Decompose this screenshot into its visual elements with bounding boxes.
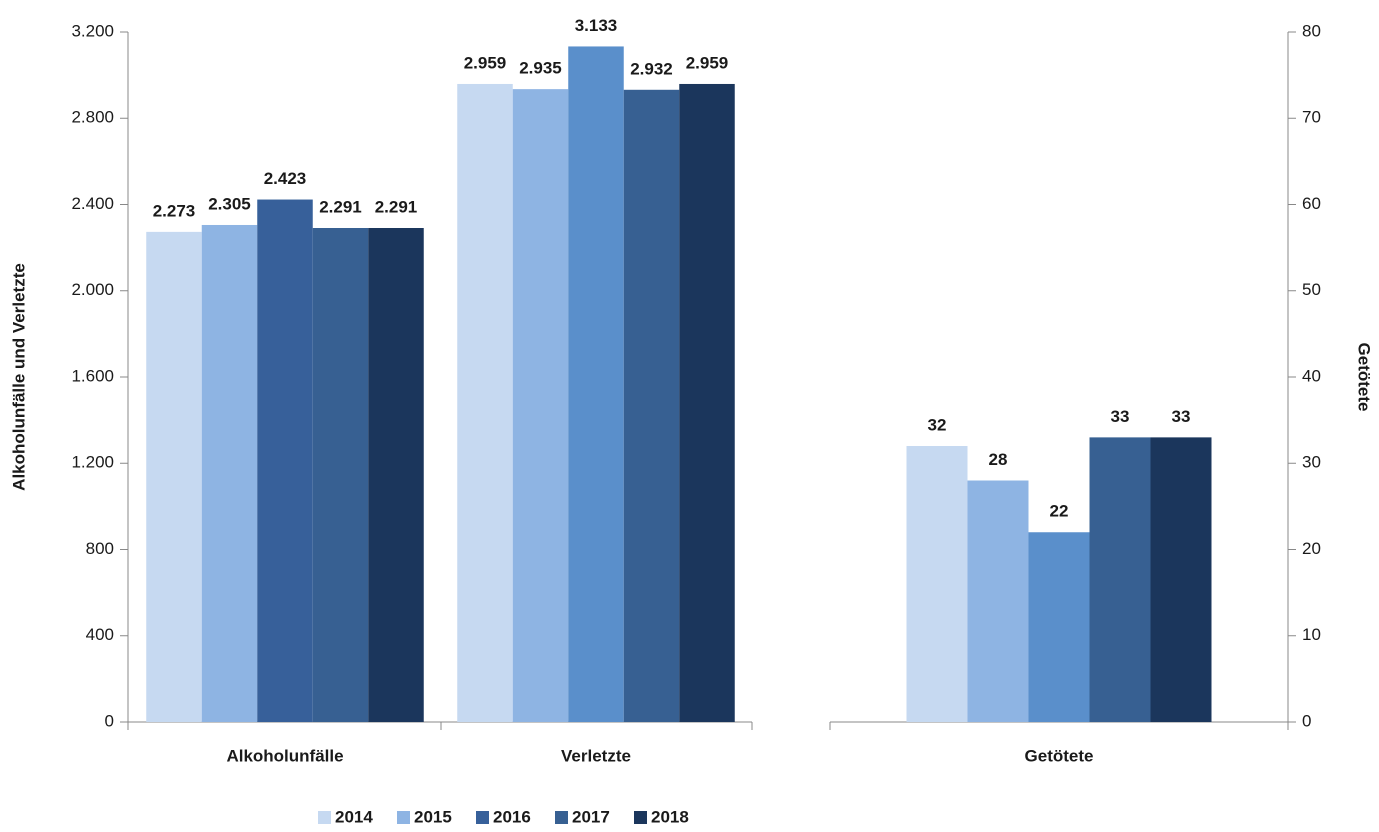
bar <box>312 228 369 723</box>
bar <box>512 89 569 722</box>
data-label: 2.935 <box>519 59 562 78</box>
data-label: 2.291 <box>375 197 418 216</box>
yticks-label: 400 <box>86 625 114 644</box>
legend-label: 2018 <box>651 807 689 826</box>
data-label: 28 <box>989 450 1008 469</box>
y2ticks-label: 10 <box>1302 625 1321 644</box>
legend-swatch <box>634 811 647 824</box>
bar <box>1028 532 1090 722</box>
legend-label: 2015 <box>414 807 452 826</box>
y2ticks-label: 60 <box>1302 194 1321 213</box>
legend-swatch <box>397 811 410 824</box>
yticks-label: 1.200 <box>71 453 114 472</box>
y2ticks-label: 40 <box>1302 366 1321 385</box>
bar <box>201 224 258 722</box>
data-label: 33 <box>1172 407 1191 426</box>
bar <box>457 83 513 722</box>
yticks-label: 2.800 <box>71 108 114 127</box>
yticks-label: 2.400 <box>71 194 114 213</box>
yticks-label: 0 <box>105 711 114 730</box>
data-label: 33 <box>1111 407 1130 426</box>
yticks-label: 3.200 <box>71 21 114 40</box>
bar <box>679 83 735 722</box>
y2-axis-label: Getötete <box>1355 343 1374 412</box>
y-axis-label: Alkoholunfälle und Verletzte <box>9 263 28 491</box>
legend-label: 2016 <box>493 807 531 826</box>
data-label: 32 <box>928 415 947 434</box>
y2ticks-label: 70 <box>1302 108 1321 127</box>
y2ticks-label: 0 <box>1302 711 1311 730</box>
data-label: 2.273 <box>153 201 196 220</box>
data-label: 2.959 <box>464 53 507 72</box>
legend-label: 2014 <box>335 807 373 826</box>
bar <box>623 89 680 723</box>
bar <box>967 480 1029 722</box>
x-tick-label: Verletzte <box>561 746 631 765</box>
data-label: 2.959 <box>686 53 729 72</box>
y2ticks-label: 30 <box>1302 453 1321 472</box>
bar <box>1089 437 1151 722</box>
data-label: 2.932 <box>630 59 673 78</box>
bar <box>568 46 624 722</box>
data-label: 22 <box>1050 502 1069 521</box>
bar <box>906 446 968 722</box>
yticks-label: 1.600 <box>71 366 114 385</box>
data-label: 2.305 <box>208 194 251 213</box>
x-tick-label: Getötete <box>1025 746 1094 765</box>
y2ticks-label: 80 <box>1302 21 1321 40</box>
yticks-label: 2.000 <box>71 280 114 299</box>
bar <box>1150 437 1212 722</box>
bar <box>257 199 313 722</box>
legend-swatch <box>318 811 331 824</box>
y2ticks-label: 20 <box>1302 539 1321 558</box>
data-label: 2.423 <box>264 169 307 188</box>
data-label: 2.291 <box>319 197 362 216</box>
yticks-label: 800 <box>86 539 114 558</box>
data-label: 3.133 <box>575 16 618 35</box>
y2ticks-label: 50 <box>1302 280 1321 299</box>
legend-swatch <box>555 811 568 824</box>
legend-label: 2017 <box>572 807 610 826</box>
bar <box>368 228 424 723</box>
bar <box>146 231 202 722</box>
legend-swatch <box>476 811 489 824</box>
x-tick-label: Alkoholunfälle <box>226 746 343 765</box>
